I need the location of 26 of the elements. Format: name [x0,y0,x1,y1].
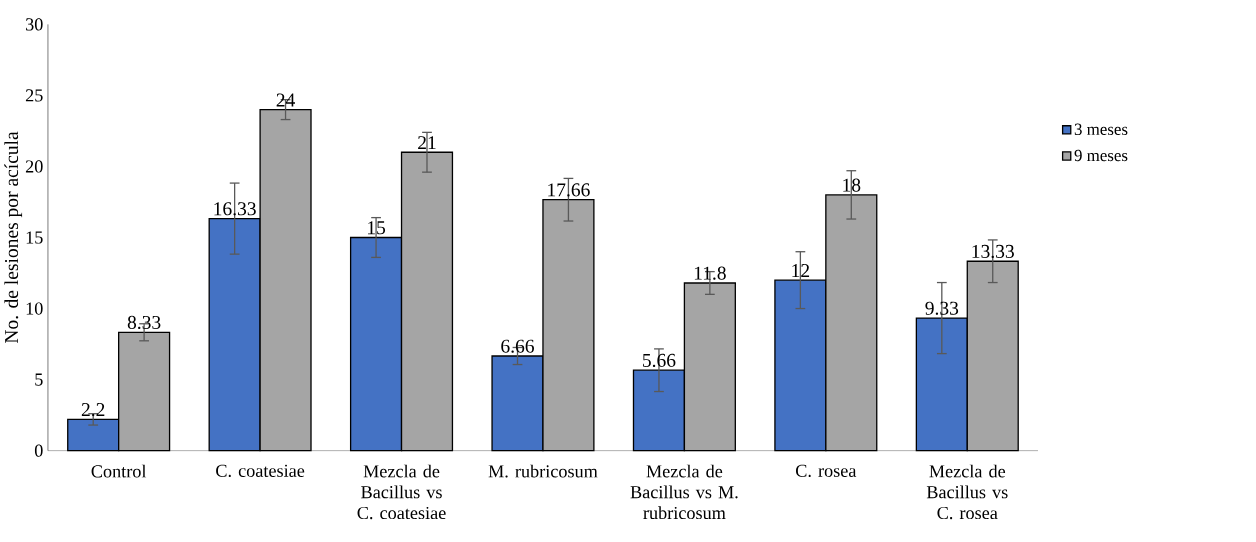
x-tick-label: Mezcla de Bacillus vs C. rosea [926,464,1008,520]
data-label: 9.33 [925,301,959,315]
y-tick-label: 20 [25,160,43,173]
legend-label: 9 meses [1074,149,1128,161]
data-label: 15 [368,221,386,235]
data-label: 6.66 [501,339,534,353]
x-tick-label: C. rosea [796,464,857,477]
y-axis-title: No. de lesiones por acícula [4,131,23,343]
data-label: 11.8 [694,266,726,280]
x-tick-label: C. coatesiae [216,464,305,477]
data-label: 21 [418,136,436,149]
y-tick-label: 5 [35,373,43,386]
y-tick-label: 10 [26,302,43,315]
data-label: 8.33 [127,315,161,329]
x-tick-label: M. rubricosum [488,464,598,478]
data-label: 5.66 [643,353,676,367]
y-tick-label: 25 [25,89,43,102]
x-tick-label: Mezcla de Bacillus vs C. coatesiae [357,464,446,520]
x-tick-label: Control [91,464,147,478]
y-tick-label: 30 [26,18,43,31]
y-tick-label: 15 [26,231,43,244]
data-label: 2.2 [81,402,105,417]
x-tick-label: Mezcla de Bacillus vs M. rubricosum [630,464,738,519]
y-tick-label: 0 [34,444,43,457]
legend-label: 3 meses [1074,123,1128,135]
data-label: 24 [276,93,295,107]
